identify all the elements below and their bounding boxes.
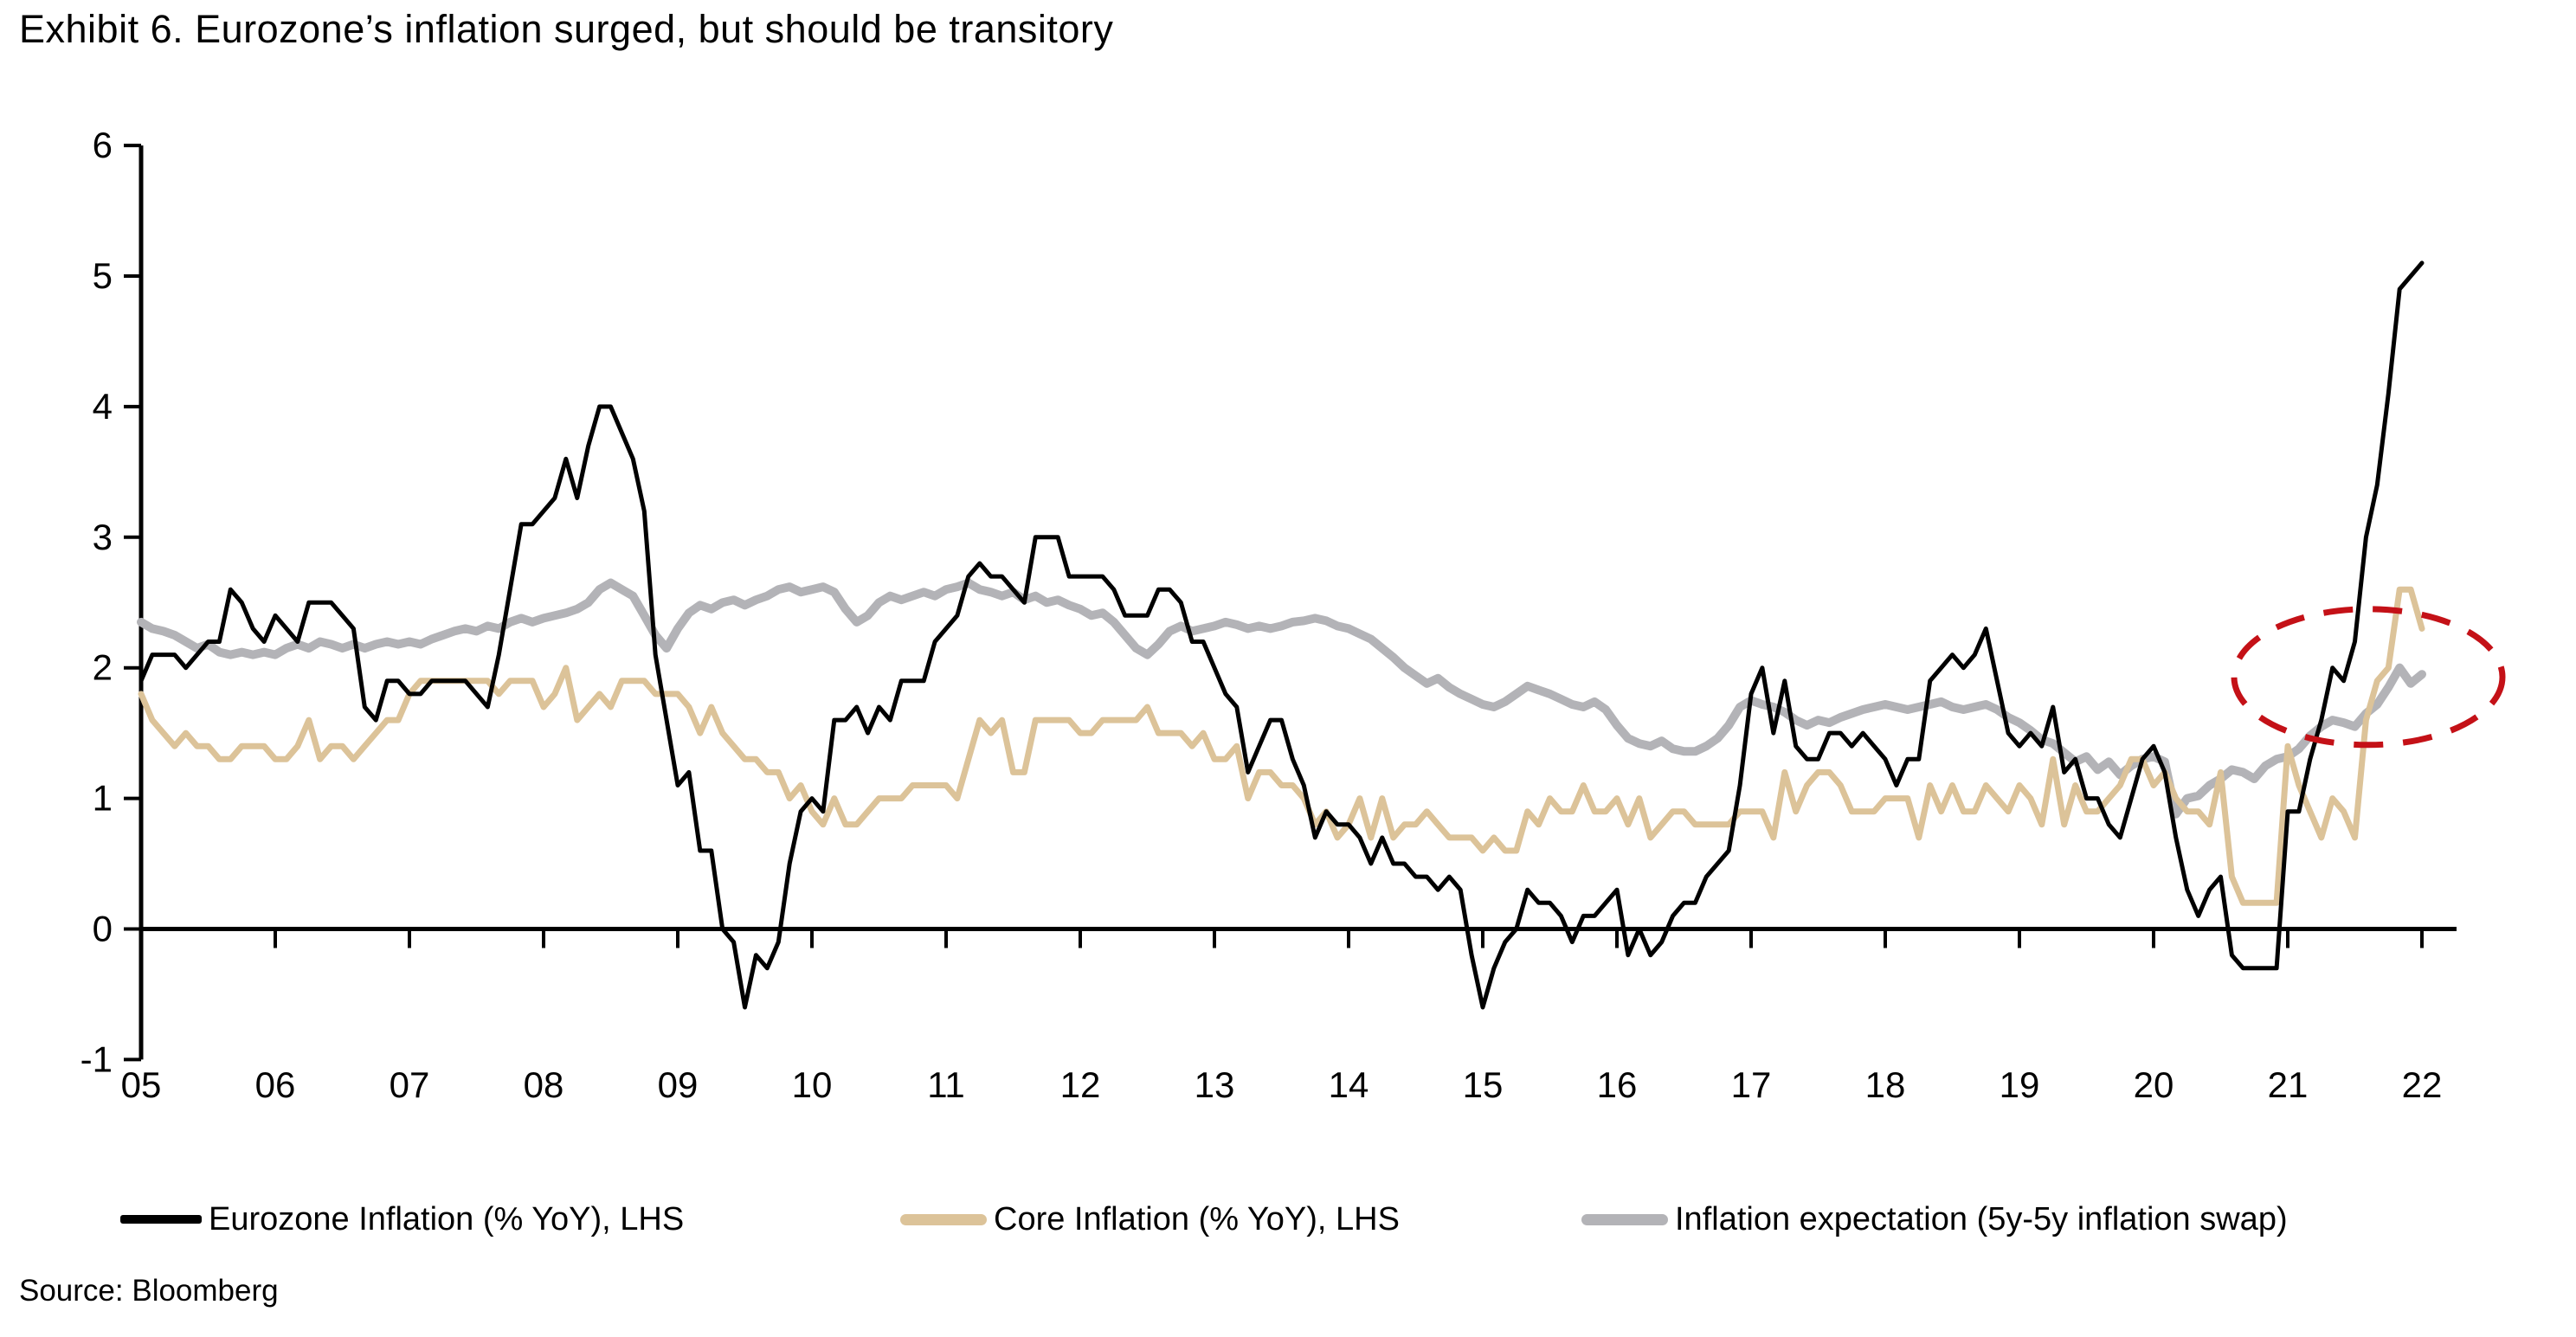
chart-legend: Eurozone Inflation (% YoY), LHS Core Inf… xyxy=(0,1198,2576,1241)
y-axis-label: 0 xyxy=(93,909,113,949)
x-axis-label: 17 xyxy=(1731,1064,1772,1105)
x-axis-label: 09 xyxy=(658,1064,699,1105)
highlight-ellipse-2021-expectations xyxy=(2231,606,2506,749)
y-axis-label: 2 xyxy=(93,647,113,688)
y-axis-label: 4 xyxy=(93,386,113,427)
y-axis-label: 1 xyxy=(93,778,113,819)
x-axis-label: 22 xyxy=(2402,1064,2443,1105)
legend-label-eurozone-inflation: Eurozone Inflation (% YoY), LHS xyxy=(209,1200,685,1237)
x-axis-label: 12 xyxy=(1060,1064,1101,1105)
core-inflation-line xyxy=(138,586,2425,906)
x-axis-label: 05 xyxy=(121,1064,162,1105)
legend-label-core-inflation: Core Inflation (% YoY), LHS xyxy=(994,1200,1400,1237)
x-axis-label: 11 xyxy=(927,1064,965,1105)
y-axis-label: 5 xyxy=(93,255,113,296)
x-axis-label: 19 xyxy=(2000,1064,2040,1105)
x-axis-label: 07 xyxy=(390,1064,430,1105)
x-axis-label: 21 xyxy=(2268,1064,2309,1105)
chart-title: Exhibit 6. Eurozone’s inflation surged, … xyxy=(19,7,1114,51)
y-axis-label: 3 xyxy=(93,517,113,557)
x-axis-label: 06 xyxy=(255,1064,296,1105)
eurozone-inflation-line-swatch xyxy=(120,1215,202,1224)
inflation-expectation-line-swatch xyxy=(1581,1213,1668,1225)
legend-item-core-inflation: Core Inflation (% YoY), LHS xyxy=(900,1198,1400,1241)
eurozone-inflation-line xyxy=(138,260,2425,1010)
core-inflation-line-swatch xyxy=(900,1213,987,1225)
y-axis-label: -1 xyxy=(80,1038,113,1079)
source-note: Source: Bloomberg xyxy=(19,1274,279,1308)
x-axis-label: 18 xyxy=(1865,1064,1906,1105)
x-axis-label: 16 xyxy=(1597,1064,1638,1105)
legend-item-eurozone-inflation: Eurozone Inflation (% YoY), LHS xyxy=(120,1198,684,1241)
x-axis-label: 13 xyxy=(1195,1064,1235,1105)
x-axis-label: 08 xyxy=(524,1064,564,1105)
x-axis-label: 10 xyxy=(792,1064,833,1105)
x-axis-label: 15 xyxy=(1463,1064,1504,1105)
x-axis-label: 20 xyxy=(2134,1064,2174,1105)
legend-label-inflation-expectation: Inflation expectation (5y-5y inflation s… xyxy=(1675,1200,2288,1237)
x-axis-label: 14 xyxy=(1329,1064,1369,1105)
legend-item-inflation-expectation: Inflation expectation (5y-5y inflation s… xyxy=(1581,1198,2288,1241)
y-axis-label: 6 xyxy=(93,125,113,165)
